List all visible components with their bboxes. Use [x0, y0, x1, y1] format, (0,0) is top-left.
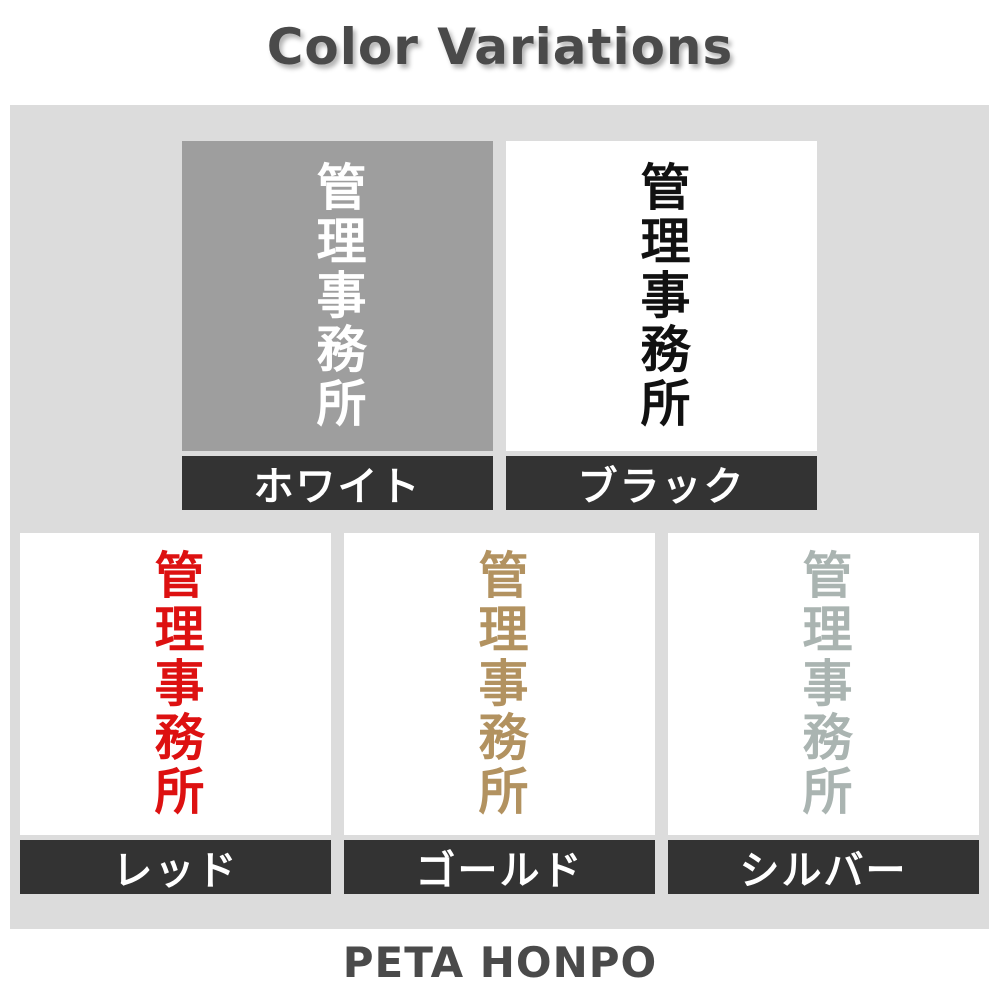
color-name-label: ブラック: [577, 464, 746, 510]
swatch-preview: 管理事務所: [344, 533, 655, 835]
color-name-bar: ゴールド: [344, 840, 655, 894]
swatch-vertical-text: 管理事務所: [146, 549, 205, 819]
swatch-preview: 管理事務所: [20, 533, 331, 835]
color-variation-card: 管理事務所 シルバー: [668, 533, 979, 894]
swatch-preview: 管理事務所: [506, 141, 817, 451]
swatch-row-bottom: 管理事務所 レッド 管理事務所 ゴールド 管理事務所 シルバー: [10, 533, 989, 894]
swatch-vertical-text: 管理事務所: [632, 161, 691, 431]
color-name-label: ホワイト: [253, 464, 422, 510]
swatch-vertical-text: 管理事務所: [308, 161, 367, 431]
swatch-preview: 管理事務所: [182, 141, 493, 451]
color-name-bar: ブラック: [506, 456, 817, 510]
swatch-vertical-text: 管理事務所: [794, 549, 853, 819]
color-variation-card: 管理事務所 ホワイト: [182, 141, 493, 510]
color-name-label: レッド: [112, 848, 239, 894]
page-title: Color Variations: [266, 18, 734, 76]
swatch-vertical-text: 管理事務所: [470, 549, 529, 819]
color-name-label: ゴールド: [415, 848, 584, 894]
color-variation-card: 管理事務所 ゴールド: [344, 533, 655, 894]
color-name-label: シルバー: [739, 848, 908, 894]
swatch-preview: 管理事務所: [668, 533, 979, 835]
brand-footer: PETA HONPO: [342, 938, 658, 987]
color-name-bar: ホワイト: [182, 456, 493, 510]
color-variation-card: 管理事務所 レッド: [20, 533, 331, 894]
color-variation-card: 管理事務所 ブラック: [506, 141, 817, 510]
swatch-row-top: 管理事務所 ホワイト 管理事務所 ブラック: [10, 141, 989, 510]
color-name-bar: レッド: [20, 840, 331, 894]
color-name-bar: シルバー: [668, 840, 979, 894]
swatch-panel: 管理事務所 ホワイト 管理事務所 ブラック 管理事務所 レッド 管理事務所 ゴー…: [10, 105, 989, 929]
